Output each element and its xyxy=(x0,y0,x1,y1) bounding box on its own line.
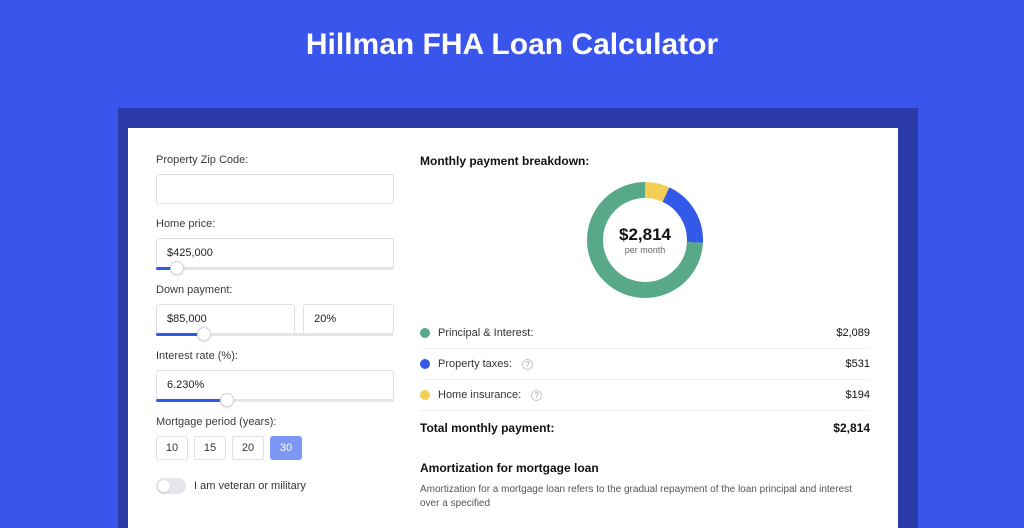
donut-sub: per month xyxy=(625,245,666,255)
total-row: Total monthly payment: $2,814 xyxy=(420,411,870,451)
legend-label: Principal & Interest: xyxy=(438,327,533,339)
period-buttons: 10152030 xyxy=(156,436,394,460)
interest-rate-input[interactable] xyxy=(156,370,394,400)
legend-value: $531 xyxy=(846,358,870,370)
amort-text: Amortization for a mortgage loan refers … xyxy=(420,483,870,511)
info-icon[interactable]: ? xyxy=(522,359,533,370)
total-value: $2,814 xyxy=(833,421,870,435)
period-btn-30[interactable]: 30 xyxy=(270,436,302,460)
field-home-price: Home price: xyxy=(156,218,394,270)
legend-row: Property taxes:? $531 xyxy=(420,349,870,380)
legend: Principal & Interest: $2,089 Property taxe… xyxy=(420,318,870,411)
donut-amount: $2,814 xyxy=(619,225,671,245)
donut-center: $2,814 per month xyxy=(585,180,705,300)
down-payment-label: Down payment: xyxy=(156,284,394,296)
legend-label: Property taxes: xyxy=(438,358,512,370)
legend-value: $2,089 xyxy=(836,327,870,339)
interest-rate-slider[interactable] xyxy=(156,399,394,402)
veteran-toggle[interactable] xyxy=(156,478,186,494)
down-payment-input[interactable] xyxy=(156,304,295,334)
slider-thumb[interactable] xyxy=(220,393,234,407)
mortgage-period-label: Mortgage period (years): xyxy=(156,416,394,428)
calculator-card: Property Zip Code: Home price: Down paym… xyxy=(128,128,898,528)
slider-fill xyxy=(156,399,227,402)
info-icon[interactable]: ? xyxy=(531,390,542,401)
zip-input[interactable] xyxy=(156,174,394,204)
legend-row: Home insurance:? $194 xyxy=(420,380,870,411)
amort-title: Amortization for mortgage loan xyxy=(420,461,870,475)
legend-dot xyxy=(420,359,430,369)
down-payment-slider[interactable] xyxy=(156,333,394,336)
home-price-label: Home price: xyxy=(156,218,394,230)
results-panel: Monthly payment breakdown: $2,814 per mo… xyxy=(420,154,870,502)
veteran-label: I am veteran or military xyxy=(194,480,306,492)
total-label: Total monthly payment: xyxy=(420,421,554,435)
field-down-payment: Down payment: xyxy=(156,284,394,336)
veteran-row: I am veteran or military xyxy=(156,478,394,494)
field-mortgage-period: Mortgage period (years): 10152030 xyxy=(156,416,394,460)
donut-chart: $2,814 per month xyxy=(420,180,870,300)
legend-label: Home insurance: xyxy=(438,389,521,401)
home-price-slider[interactable] xyxy=(156,267,394,270)
interest-rate-label: Interest rate (%): xyxy=(156,350,394,362)
down-payment-pct-input[interactable] xyxy=(303,304,394,334)
legend-row: Principal & Interest: $2,089 xyxy=(420,318,870,349)
legend-value: $194 xyxy=(846,389,870,401)
period-btn-15[interactable]: 15 xyxy=(194,436,226,460)
legend-dot xyxy=(420,390,430,400)
home-price-input[interactable] xyxy=(156,238,394,268)
period-btn-10[interactable]: 10 xyxy=(156,436,188,460)
slider-thumb[interactable] xyxy=(197,327,211,341)
legend-dot xyxy=(420,328,430,338)
zip-label: Property Zip Code: xyxy=(156,154,394,166)
breakdown-title: Monthly payment breakdown: xyxy=(420,154,870,168)
period-btn-20[interactable]: 20 xyxy=(232,436,264,460)
field-zip: Property Zip Code: xyxy=(156,154,394,204)
form-panel: Property Zip Code: Home price: Down paym… xyxy=(156,154,394,502)
slider-thumb[interactable] xyxy=(170,261,184,275)
page-title: Hillman FHA Loan Calculator xyxy=(0,0,1024,78)
field-interest-rate: Interest rate (%): xyxy=(156,350,394,402)
